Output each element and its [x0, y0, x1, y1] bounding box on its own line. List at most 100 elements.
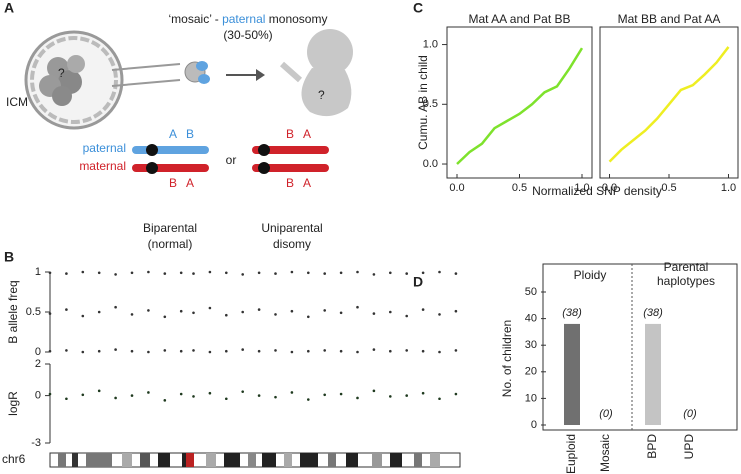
point [372, 312, 376, 315]
value-label: (0) [599, 408, 613, 420]
point [192, 395, 195, 398]
y-axis-label: B allele freq [6, 280, 20, 343]
point [389, 349, 392, 353]
point [339, 392, 343, 396]
chart-title: Mat BB and Pat AA [618, 12, 721, 26]
x-tick-label: Euploid [564, 434, 578, 474]
point [257, 308, 261, 311]
point [405, 394, 409, 397]
unknown-fetus: ? [318, 88, 325, 102]
allele: A [303, 176, 311, 190]
point [405, 272, 409, 275]
allele: A [169, 127, 177, 141]
point [257, 394, 261, 397]
point [130, 271, 134, 275]
point [48, 349, 52, 353]
point [48, 312, 52, 315]
point [290, 309, 294, 313]
y-tick-label: 10 [525, 392, 537, 404]
point [257, 349, 261, 353]
point [372, 389, 376, 393]
ideogram [49, 452, 461, 468]
point [241, 390, 244, 393]
point [81, 393, 85, 397]
point [65, 397, 68, 401]
plot-frame [446, 26, 593, 179]
point [114, 273, 117, 276]
point [65, 308, 68, 311]
point [65, 349, 68, 352]
panel-letter: A [4, 0, 14, 16]
x-tick-label: 1.0 [721, 182, 736, 194]
bar [564, 323, 580, 425]
uniparental-label: disomy [273, 237, 311, 251]
value-label: (38) [562, 307, 582, 319]
point [389, 310, 392, 314]
maternal-label: maternal [79, 159, 126, 173]
point [208, 270, 212, 274]
point [307, 271, 310, 275]
line [608, 46, 730, 163]
point [192, 349, 195, 352]
point [48, 392, 52, 396]
point [225, 313, 228, 317]
value-label: (0) [683, 408, 697, 420]
point [81, 350, 85, 354]
point [454, 309, 458, 313]
point [438, 350, 441, 354]
point [339, 311, 343, 315]
point [257, 271, 261, 275]
point [323, 349, 327, 352]
point [274, 272, 277, 275]
allele: A [303, 127, 311, 141]
point [208, 391, 212, 395]
point [81, 314, 85, 318]
y-tick-label: -3 [31, 437, 41, 449]
point [163, 272, 167, 275]
point [65, 272, 68, 275]
y-tick-label: 1 [35, 266, 41, 278]
chart-title: Mat AA and Pat BB [468, 12, 570, 26]
point [339, 349, 343, 353]
embryo-drawing [24, 29, 353, 130]
point [323, 393, 327, 397]
point [438, 313, 441, 316]
allele: B [169, 176, 177, 190]
point [179, 349, 183, 353]
x-tick-label: UPD [682, 434, 696, 460]
panel-letter: C [413, 0, 423, 16]
point [372, 273, 376, 276]
point [339, 271, 343, 275]
point [130, 394, 134, 397]
allele: B [186, 127, 194, 141]
point [421, 271, 425, 275]
y-tick-label: 50 [525, 286, 537, 298]
point [97, 271, 101, 275]
group-label: Ploidy [574, 268, 607, 282]
y-tick-label: 40 [525, 313, 537, 325]
group-label: haplotypes [657, 274, 715, 288]
biparental-label: Biparental [143, 221, 197, 235]
x-tick-label: 0.0 [449, 182, 464, 194]
point [307, 315, 310, 319]
point [130, 349, 134, 353]
point [81, 270, 85, 274]
ideogram-label: chr6 [2, 452, 26, 466]
x-tick-label: Mosaic [598, 434, 612, 472]
point [208, 350, 212, 354]
point [356, 305, 359, 309]
point [438, 270, 441, 274]
x-tick-label: BPD [645, 434, 659, 459]
allele: A [186, 176, 194, 190]
point [389, 395, 392, 398]
point [290, 270, 294, 274]
y-tick-label: 30 [525, 339, 537, 351]
y-tick-label: 0.5 [26, 306, 41, 318]
x-tick-label: 1.0 [574, 182, 589, 194]
point [225, 271, 228, 275]
y-tick-label: 0 [35, 346, 41, 358]
point [274, 349, 277, 352]
or-label: or [226, 153, 237, 167]
y-axis-label: Cumu. AB in child [416, 55, 430, 150]
